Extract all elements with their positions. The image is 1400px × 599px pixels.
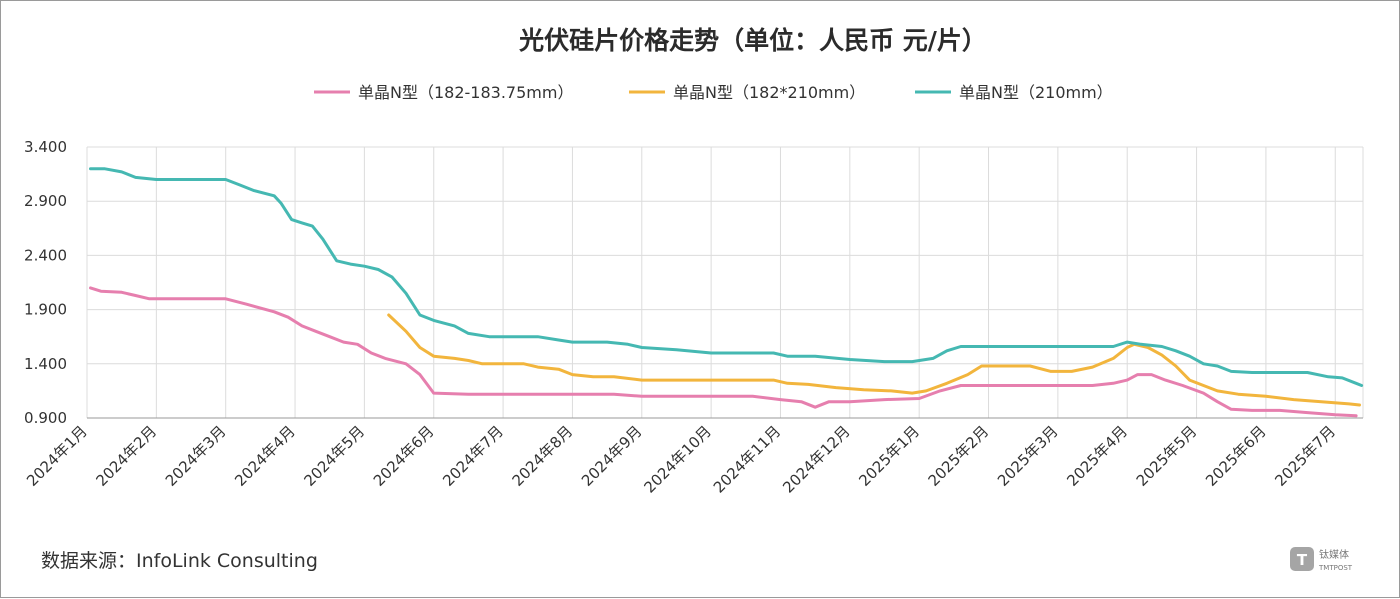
- x-tick-label: 2024年4月: [231, 422, 299, 490]
- legend-label-1: 单晶N型（182-183.75mm）: [358, 83, 573, 102]
- series-lines: [89, 167, 1364, 418]
- x-tick-label: 2024年9月: [578, 422, 646, 490]
- grid-lines: [86, 146, 1364, 419]
- y-tick-label: 3.400: [24, 138, 67, 156]
- y-tick-label: 1.900: [24, 301, 67, 319]
- y-tick-label: 1.400: [24, 355, 67, 373]
- series-line-1: [89, 286, 1358, 418]
- x-tick-label: 2024年6月: [370, 422, 438, 490]
- x-axis-ticks: 2024年1月 2024年2月 2024年3月 2024年4月 2024年5月 2024年…: [23, 422, 1339, 496]
- x-tick-label: 2025年7月: [1271, 422, 1339, 490]
- x-tick-label: 2025年2月: [925, 422, 993, 490]
- x-tick-label: 2024年2月: [92, 422, 160, 490]
- legend-label-2: 单晶N型（182*210mm）: [673, 83, 865, 102]
- x-tick-label: 2024年7月: [439, 422, 507, 490]
- x-tick-label: 2025年6月: [1202, 422, 1270, 490]
- watermark-logo-icon: [1290, 547, 1314, 571]
- x-tick-label: 2024年1月: [23, 422, 91, 490]
- x-tick-label: 2024年12月: [779, 422, 853, 496]
- y-tick-label: 2.900: [24, 192, 67, 210]
- watermark-brand: 钛媒体: [1319, 549, 1349, 561]
- x-tick-label: 2024年11月: [710, 422, 784, 496]
- x-tick-label: 2024年3月: [162, 422, 230, 490]
- x-tick-label: 2025年4月: [1063, 422, 1131, 490]
- x-tick-label: 2025年1月: [855, 422, 923, 490]
- watermark-sub: TMTPOST: [1318, 564, 1353, 572]
- tmtpost-watermark: T 钛媒体 TMTPOST: [1290, 547, 1353, 572]
- legend-label-3: 单晶N型（210mm）: [959, 83, 1113, 102]
- x-tick-label: 2025年3月: [994, 422, 1062, 490]
- data-source-note: 数据来源：InfoLink Consulting: [41, 550, 318, 572]
- series-line-2: [387, 313, 1361, 407]
- chart-title: 光伏硅片价格走势（单位：人民币 元/片）: [518, 26, 987, 55]
- y-tick-label: 2.400: [24, 246, 67, 264]
- x-tick-label: 2025年5月: [1133, 422, 1201, 490]
- x-tick-label: 2024年10月: [641, 422, 715, 496]
- x-tick-label: 2024年5月: [301, 422, 369, 490]
- y-axis-ticks: 3.400 2.900 2.400 1.900 1.400 0.900: [24, 138, 67, 427]
- series-line-3: [89, 167, 1364, 387]
- watermark-logo-glyph: T: [1297, 551, 1308, 569]
- legend: 单晶N型（182-183.75mm） 单晶N型（182*210mm） 单晶N型（21…: [314, 83, 1113, 102]
- x-tick-label: 2024年8月: [509, 422, 577, 490]
- y-tick-label: 0.900: [24, 409, 67, 427]
